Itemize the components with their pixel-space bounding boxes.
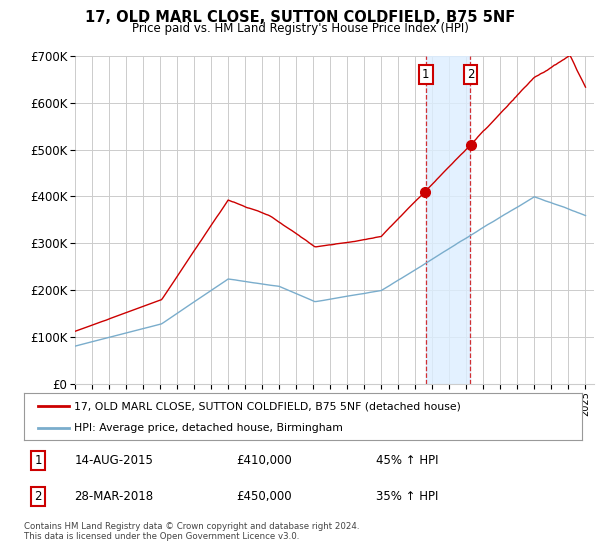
Text: 28-MAR-2018: 28-MAR-2018: [74, 490, 154, 503]
Text: 17, OLD MARL CLOSE, SUTTON COLDFIELD, B75 5NF: 17, OLD MARL CLOSE, SUTTON COLDFIELD, B7…: [85, 10, 515, 25]
Text: 2: 2: [467, 68, 474, 81]
Text: Price paid vs. HM Land Registry's House Price Index (HPI): Price paid vs. HM Land Registry's House …: [131, 22, 469, 35]
Text: Contains HM Land Registry data © Crown copyright and database right 2024.
This d: Contains HM Land Registry data © Crown c…: [24, 522, 359, 542]
Text: 2: 2: [34, 490, 42, 503]
Text: 35% ↑ HPI: 35% ↑ HPI: [376, 490, 438, 503]
Text: 14-AUG-2015: 14-AUG-2015: [74, 454, 153, 467]
Text: HPI: Average price, detached house, Birmingham: HPI: Average price, detached house, Birm…: [74, 423, 343, 433]
Text: 45% ↑ HPI: 45% ↑ HPI: [376, 454, 438, 467]
Text: £450,000: £450,000: [236, 490, 292, 503]
Text: 1: 1: [34, 454, 42, 467]
Bar: [426, 56, 470, 384]
Text: 17, OLD MARL CLOSE, SUTTON COLDFIELD, B75 5NF (detached house): 17, OLD MARL CLOSE, SUTTON COLDFIELD, B7…: [74, 401, 461, 411]
Text: £410,000: £410,000: [236, 454, 292, 467]
Text: 1: 1: [422, 68, 430, 81]
